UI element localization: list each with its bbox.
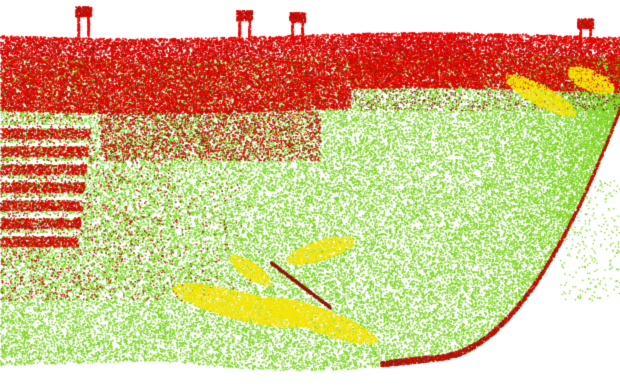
point-cloud-scene	[0, 0, 620, 389]
point-cloud-canvas	[0, 0, 620, 389]
